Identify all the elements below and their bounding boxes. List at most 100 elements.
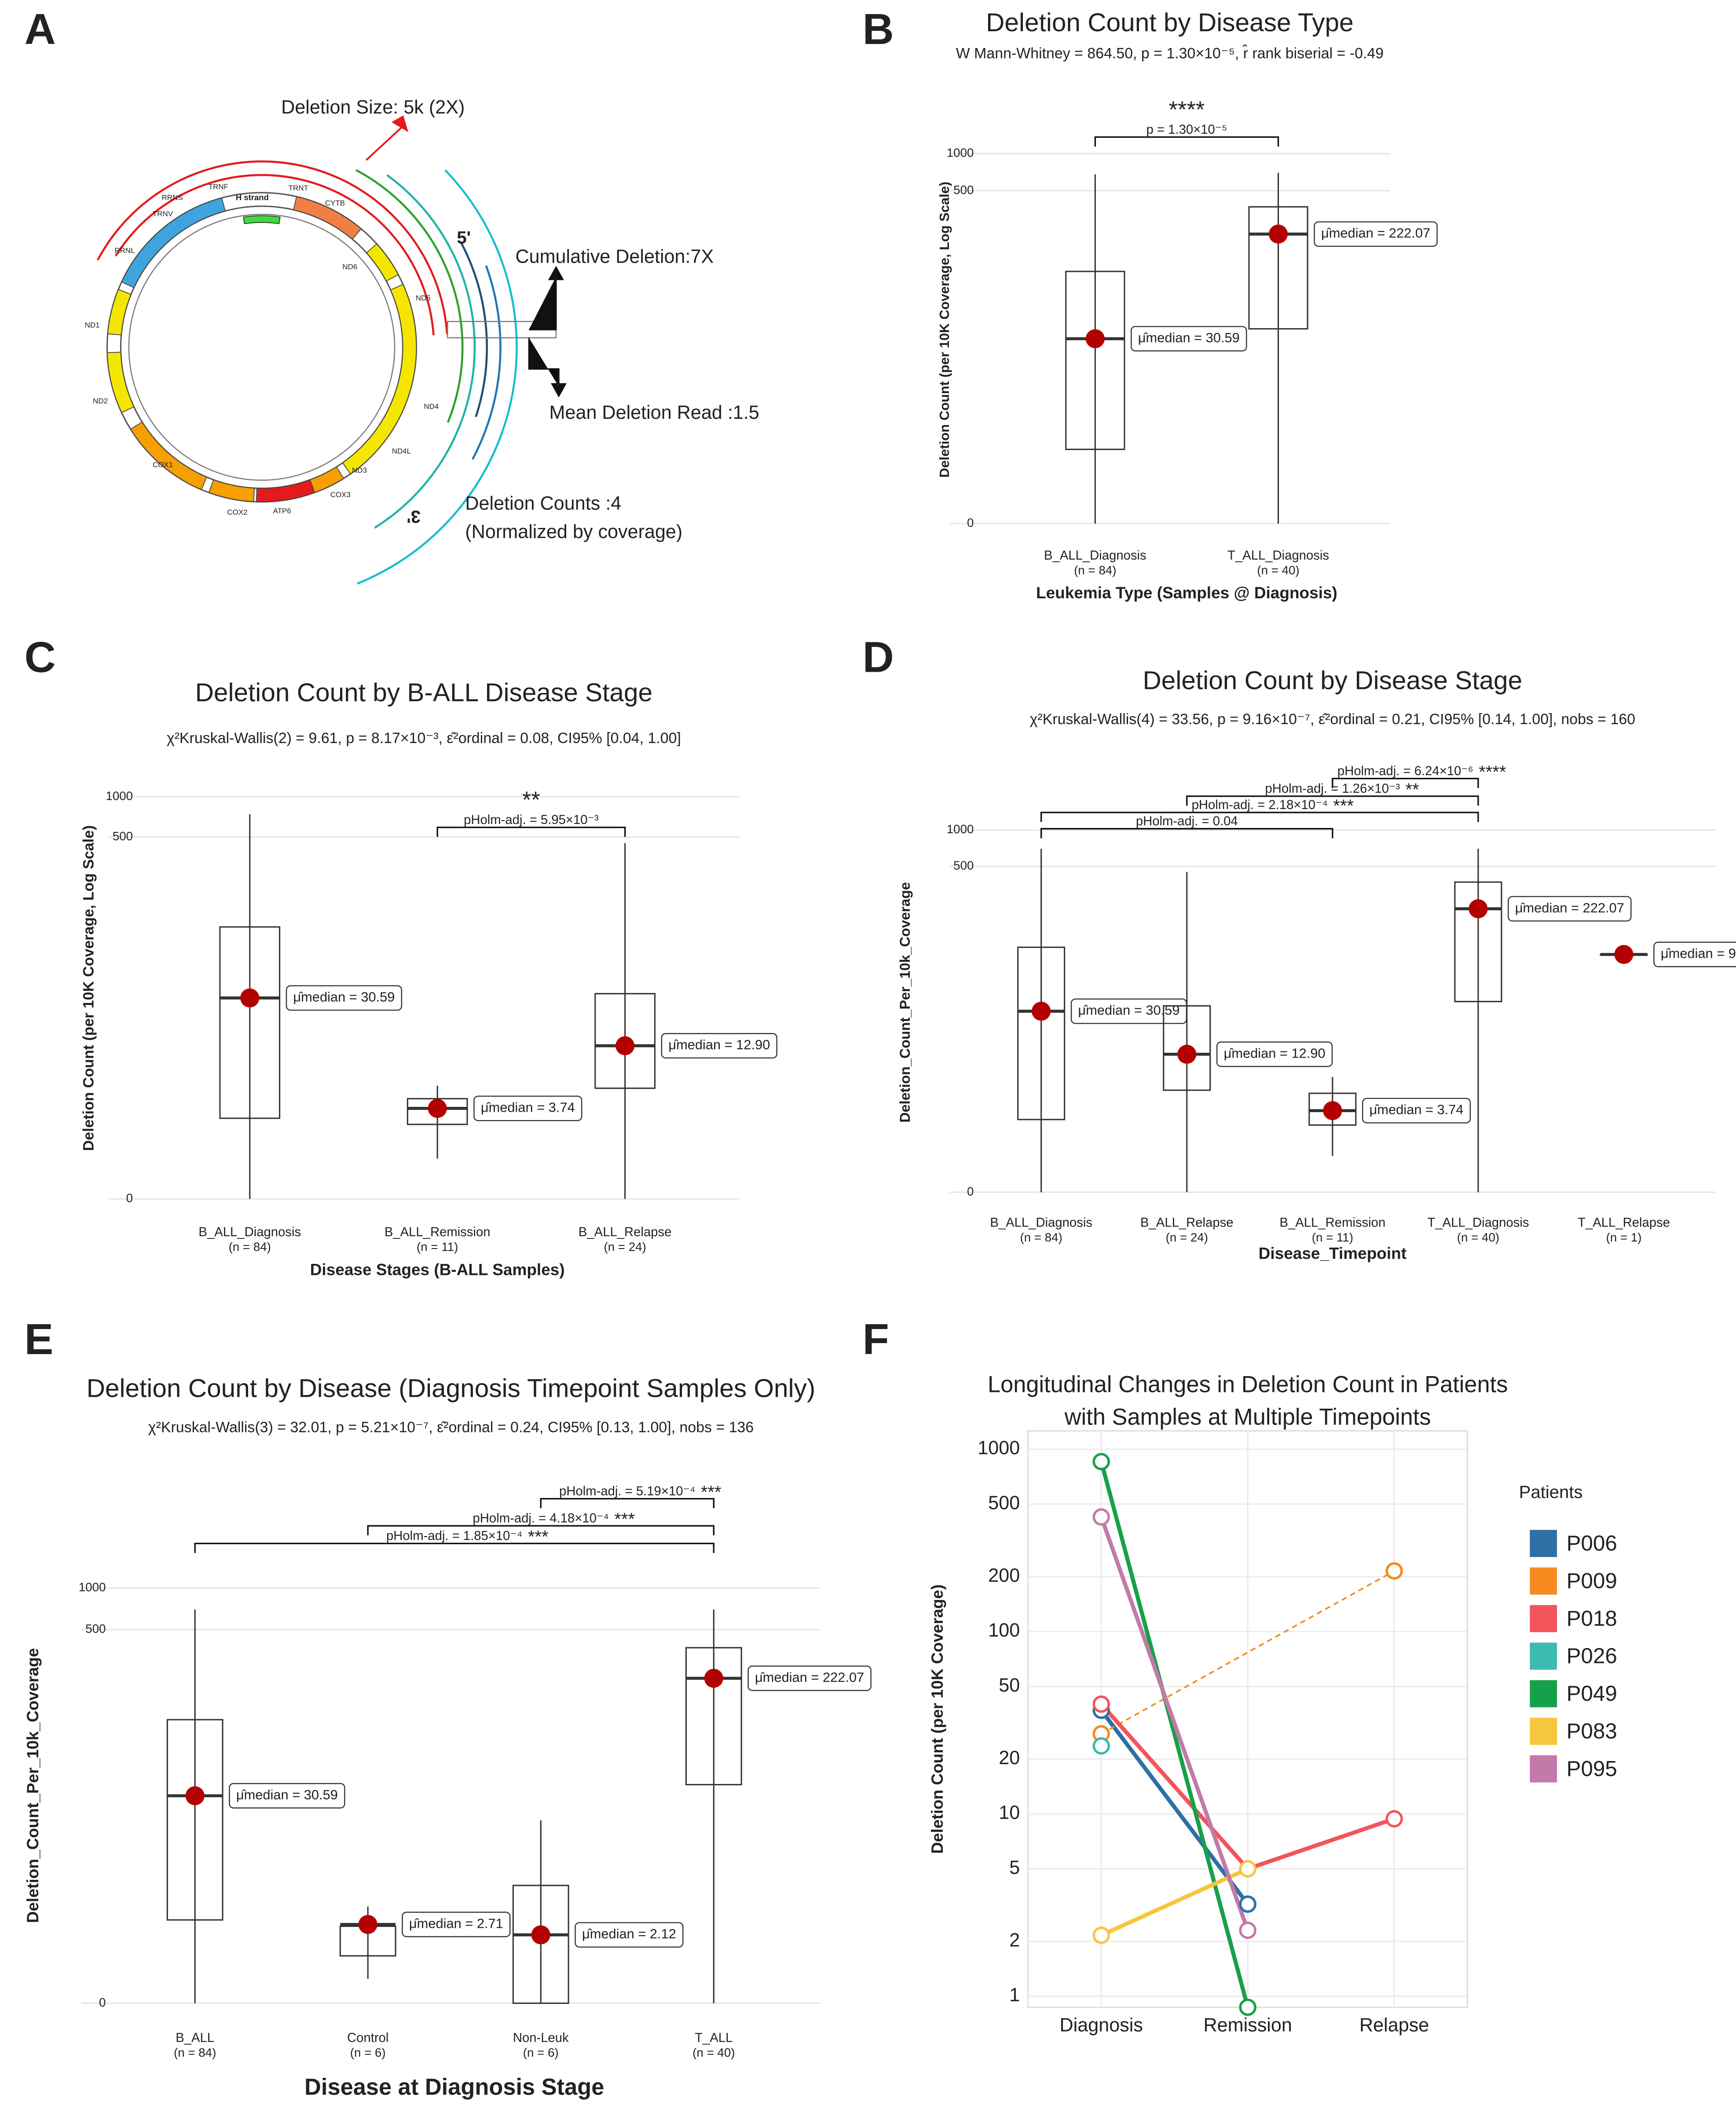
box [1017, 946, 1066, 1121]
median-label-box [575, 1922, 684, 1948]
x-tick-label: B_ALL_Remission [1279, 1216, 1385, 1230]
gene-label: ND5 [416, 294, 431, 302]
gene-label: RRNS [162, 194, 183, 202]
median-dot [704, 1669, 723, 1688]
p-value-label: pHolm-adj. = 4.18×10⁻⁴ [473, 1511, 609, 1526]
x-axis-label: Disease_Timepoint [1259, 1245, 1406, 1263]
median-dot [185, 1786, 205, 1805]
n-label: (n = 84) [1020, 1230, 1062, 1244]
y-tick-label: 10 [999, 1802, 1020, 1824]
box [594, 993, 656, 1089]
deletion-arc [97, 160, 448, 335]
n-label: (n = 40) [1257, 563, 1299, 577]
legend-label: P083 [1567, 1719, 1617, 1743]
median-label-box [1314, 221, 1438, 247]
y-tick-label: 500 [988, 1492, 1020, 1513]
chart-subtitle: χ²Kruskal-Wallis(4) = 33.56, p = 9.16×10… [1030, 711, 1635, 728]
point [1092, 1453, 1110, 1471]
median-label-box [286, 985, 403, 1011]
box [1163, 1005, 1211, 1091]
point [1239, 1998, 1256, 2016]
normalized-note: (Normalized by coverage) [465, 521, 682, 542]
x-tick-label: B_ALL [176, 2030, 214, 2045]
deletion-arc [114, 174, 435, 336]
read-arc [357, 169, 518, 585]
panel-label: A [24, 5, 55, 53]
legend-swatch [1530, 1680, 1557, 1707]
x-axis-label: Disease at Diagnosis Stage [304, 2075, 604, 2100]
gene-label: COX2 [227, 508, 247, 516]
median-label: μ̂median = 30.59 [1138, 330, 1240, 345]
five-prime: 5' [457, 228, 471, 247]
chart-title: with Samples at Multiple Timepoints [1064, 1405, 1431, 1430]
median-dot [1323, 1101, 1342, 1121]
box [1248, 206, 1308, 330]
significance-bracket [367, 1525, 715, 1535]
p-value-label: p = 1.30×10⁻⁵ [1146, 122, 1227, 137]
y-tick-label: 1000 [106, 789, 133, 802]
median-dot [1085, 329, 1105, 348]
point [1092, 1926, 1110, 1944]
x-tick-label: T_ALL [695, 2030, 732, 2045]
median-label: μ̂median = 92.31 [1661, 946, 1736, 961]
median-label: μ̂median = 222.07 [1321, 225, 1430, 241]
median-label: μ̂median = 12.90 [668, 1037, 770, 1052]
series-line [1099, 1516, 1250, 1931]
three-prime: 3' [407, 507, 421, 526]
y-tick-label: 2 [1009, 1930, 1020, 1951]
median-label-box [1362, 1098, 1471, 1124]
median-label: μ̂median = 3.74 [1370, 1102, 1464, 1117]
chart-title: Deletion Count by Disease Stage [1143, 666, 1523, 695]
gene-label: ND2 [93, 397, 108, 405]
chart-title: Deletion Count by Disease Type [986, 8, 1354, 37]
n-label: (n = 6) [350, 2046, 386, 2059]
median-label-box [229, 1783, 345, 1809]
gene-segment [342, 284, 417, 475]
x-tick-label: Remission [1203, 2014, 1292, 2036]
median-dot [1177, 1044, 1197, 1064]
legend-swatch [1530, 1605, 1557, 1633]
median-label: μ̂median = 222.07 [755, 1670, 864, 1685]
median-dot [1469, 899, 1488, 919]
significance-stars: *** [528, 1527, 549, 1547]
y-tick-label: 1000 [79, 1580, 106, 1594]
x-tick-label: Diagnosis [1060, 2014, 1143, 2036]
point [1092, 1695, 1110, 1713]
box [512, 1885, 569, 2004]
read-arc [374, 174, 476, 529]
x-tick-label: T_ALL_Diagnosis [1427, 1216, 1529, 1230]
median-dot [1032, 1001, 1051, 1021]
y-axis-label: Deletion Count (per 10K Coverage, Log Sc… [937, 182, 952, 478]
y-tick-label: 5 [1009, 1857, 1020, 1878]
median-label: μ̂median = 2.12 [582, 1926, 676, 1941]
arrow [366, 115, 409, 161]
gene-label: TRNF [209, 183, 228, 191]
y-tick-label: 0 [967, 1184, 974, 1198]
significance-bracket [1332, 777, 1479, 788]
legend-label: P018 [1567, 1606, 1617, 1630]
point [1092, 1508, 1110, 1526]
y-tick-label: 1000 [978, 1438, 1020, 1459]
significance-bracket [1094, 136, 1279, 147]
significance-stars: **** [1479, 762, 1506, 782]
median-dot [1268, 224, 1288, 244]
gene-label: ND4 [424, 402, 439, 410]
gene-segment [121, 197, 226, 289]
legend-label: P006 [1567, 1531, 1617, 1556]
chart-subtitle: W Mann-Whitney = 864.50, p = 1.30×10⁻⁵, … [956, 44, 1384, 62]
significance-bracket [1040, 828, 1333, 839]
gene-segment [208, 479, 255, 502]
x-tick-label: T_ALL_Relapse [1578, 1216, 1670, 1230]
legend-swatch [1530, 1530, 1557, 1557]
gene-label: ND6 [342, 263, 357, 271]
n-label: (n = 84) [174, 2046, 216, 2059]
y-axis-label: Deletion Count (per 10K Coverage) [928, 1584, 946, 1853]
genome-ring-core [128, 214, 396, 481]
deletion-size: Deletion Size: 5k (2X) [281, 97, 465, 118]
x-tick-label: B_ALL_Remission [385, 1225, 491, 1239]
significance-bracket [1186, 795, 1479, 806]
point [1385, 1810, 1403, 1828]
chart-subtitle: χ²Kruskal-Wallis(2) = 9.61, p = 8.17×10⁻… [167, 730, 681, 747]
y-tick-label: 1000 [947, 822, 974, 836]
